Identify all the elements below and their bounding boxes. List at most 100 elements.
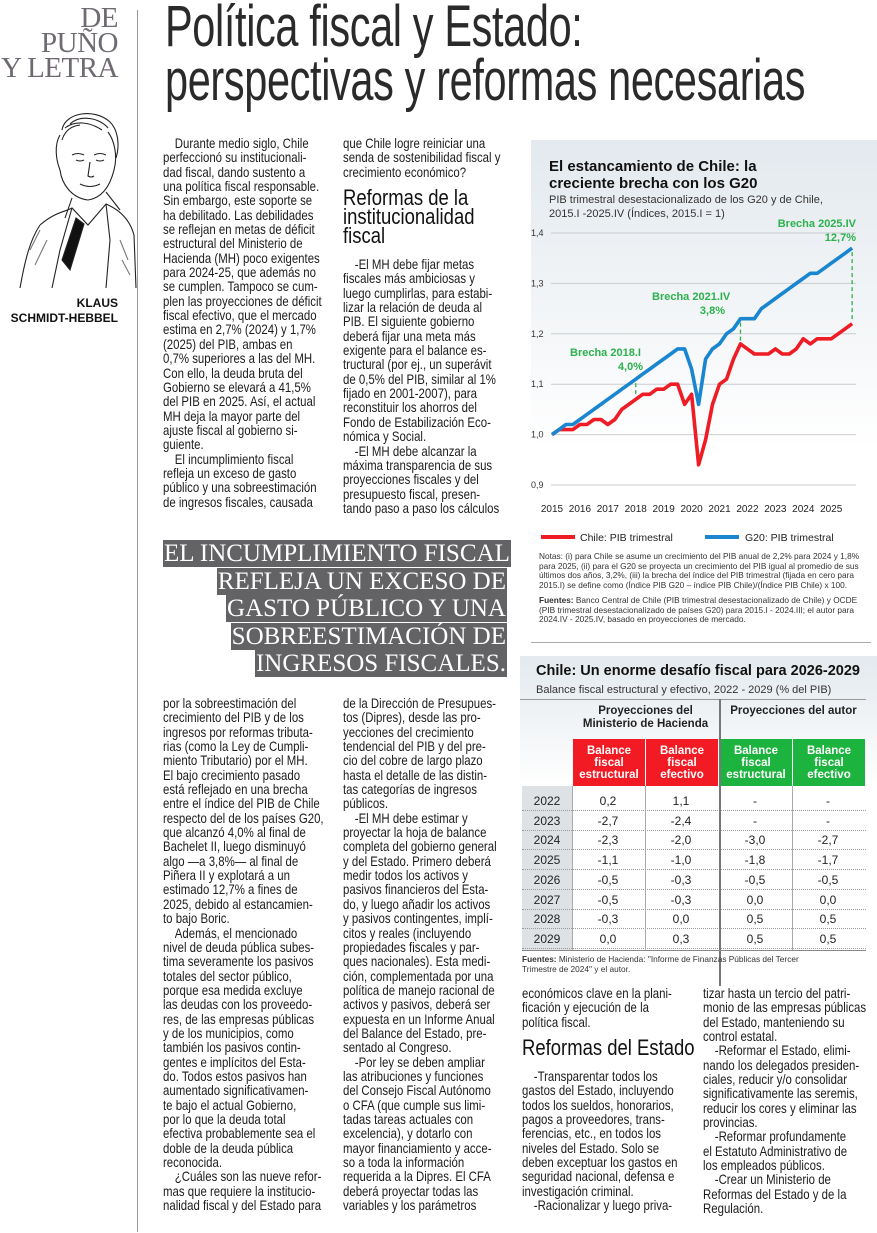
table-row: 2022 0,2 1,1 - -: [522, 792, 866, 811]
text-line: cio del cobre de largo plazo: [343, 753, 483, 769]
table-cell: -: [753, 794, 757, 808]
text-line: yecciones del crecimiento: [343, 724, 474, 740]
text-line: ajuste fiscal al gobierno si-: [163, 422, 298, 438]
text-line: Reformas del Estado y de la: [703, 1186, 847, 1202]
author-portrait-sketch: [19, 113, 137, 289]
table-row: 2027 -0,5 -0,3 0,0 0,0: [522, 891, 866, 910]
y-tick-label: 0,9: [531, 480, 544, 490]
table-cell: -0,5: [597, 872, 619, 887]
table-row: 2023 -2,7 -2,4 - -: [522, 812, 866, 831]
table-cell: -0,3: [670, 872, 692, 887]
row-year: 2025: [533, 853, 561, 868]
sources-label: Fuentes:: [522, 954, 557, 964]
paragraph: que Chile logre reiniciar una senda de so…: [343, 136, 500, 180]
section-title: DE PUÑO Y LETRA: [0, 2, 119, 83]
text-line: -Por ley se deben ampliar: [354, 1054, 485, 1070]
text-line: fiscal efectivo, que el mercado: [163, 308, 317, 324]
row-year: 2029: [533, 931, 561, 946]
paragraph: -El MH debe fijar metas fiscales más ambi…: [343, 257, 500, 444]
chart-sources: Fuentes: Banco Central de Chile (PIB tri…: [539, 595, 873, 625]
text-line: pagos a proveedores, trans-: [522, 1112, 665, 1128]
text-line: crecimiento económico?: [343, 164, 467, 180]
legend-label: Chile: PIB trimestral: [580, 532, 673, 544]
cell-divider: [792, 786, 793, 951]
text-line: ferencias, etc., en todos los: [522, 1126, 662, 1142]
text-line: guiente.: [163, 437, 204, 453]
text-line: -El MH debe estimar y: [354, 810, 468, 826]
column-header-line: efectivo: [807, 769, 851, 781]
text-line: de ingresos fiscales, causada: [163, 494, 313, 510]
text-line: que alcanzó 4,0% al final de: [163, 825, 306, 841]
text-line: del Estado, manteniendo su: [703, 1014, 845, 1030]
article-column: económicos clave en la plani-ficación y …: [522, 986, 695, 1213]
divider: [522, 950, 866, 951]
text-line: do. Todos estos pasivos han: [163, 1068, 307, 1084]
paragraph: Además, el mencionado nivel de deuda públ…: [163, 926, 324, 1171]
heading-line: Reformas de la: [343, 185, 469, 211]
table-cell: -1,8: [744, 853, 766, 868]
text-line: o CFA (que cumple sus limi-: [343, 1097, 486, 1113]
column-header-line: fiscal: [667, 757, 697, 769]
text-line: (2025) del PIB, ambas en: [163, 336, 293, 352]
text-line: excelencia), y dotarlo con: [343, 1126, 473, 1142]
chart-notes: Notas: (i) para Chile se asume un crecim…: [539, 551, 860, 590]
column-header: Balance fiscal efectivo: [646, 739, 718, 786]
row-year: 2024: [533, 833, 561, 848]
text-line: de la Dirección de Presupues-: [343, 696, 496, 711]
column-header-line: estructural: [579, 769, 639, 781]
text-line: citos y reales (incluyendo: [343, 925, 472, 941]
text-line: 0,7% superiores a las del MH.: [163, 351, 316, 367]
y-tick-label: 1,1: [531, 379, 544, 389]
text-line: aumentado significativamen-: [163, 1083, 309, 1099]
text-line: deberá fijar una meta más: [343, 328, 476, 344]
row-year: 2026: [533, 872, 561, 887]
table-cell: -2,7: [817, 833, 839, 848]
text-line: público y una sobreestimación: [163, 480, 317, 496]
paragraph: -El MH debe alcanzar la máxima transparen…: [343, 444, 500, 517]
text-line: dad fiscal, dando sustento a: [163, 164, 306, 180]
chart-subtitle-line: 2015.I -2025.IV (Índices, 2015.I = 1): [549, 208, 725, 220]
column-header-line: fiscal: [814, 757, 844, 769]
text-line: niveles del Estado. Solo se: [522, 1140, 660, 1156]
x-tick-label: 2017: [597, 504, 620, 515]
table-row: 2028 -0,3 0,0 0,5 0,5: [522, 910, 866, 930]
text-line: tos (Dipres), desde las pro-: [343, 710, 481, 726]
text-line: tas categorías de ingresos: [343, 782, 477, 798]
pull-quote: EL INCUMPLIMIENTO FISCAL REFLEJA UN EXCE…: [163, 540, 511, 678]
annotation-label: Brecha 2021.IV: [652, 291, 731, 303]
column-group-header: Proyecciones del autor: [721, 705, 866, 718]
text-line: y de los municipios, como: [163, 1025, 294, 1041]
text-line: las atribuciones y funciones: [343, 1068, 484, 1084]
heading-line: institucionalidad: [343, 204, 475, 230]
table-cell: -3,0: [744, 833, 766, 848]
text-line: propiedades fiscales y par-: [343, 939, 480, 955]
author-last-name: SCHMIDT-HEBBEL: [10, 311, 118, 325]
text-line: variables y los parámetros: [343, 1198, 477, 1214]
text-line: y pasivos contingentes, implí-: [343, 911, 493, 927]
sources-text: Ministerio de Hacienda: "Informe de Fina…: [522, 954, 799, 974]
table-cell: 0,5: [819, 912, 837, 927]
text-line: se cumplen. Tampoco se cum-: [163, 279, 318, 295]
author-first-name: KLAUS: [76, 296, 118, 310]
row-year: 2023: [533, 813, 561, 828]
paragraph: tizar hasta un tercio del patri-monio de…: [703, 986, 866, 1044]
text-line: las deudas con los proveedo-: [163, 997, 313, 1013]
text-line: algo —a 3,8%— al final de: [163, 853, 299, 869]
y-tick-label: 1,0: [531, 430, 544, 440]
row-year: 2027: [533, 892, 561, 907]
text-line: completa del gobierno general: [343, 839, 497, 855]
table-cell: -0,3: [670, 892, 692, 907]
text-line: investigación criminal.: [522, 1183, 634, 1199]
row-year: 2022: [533, 794, 561, 808]
text-line: máxima transparencia de sus: [343, 457, 493, 473]
x-tick-label: 2025: [820, 504, 843, 515]
table-cell: 1,1: [672, 794, 690, 808]
text-line: ¿Cuáles son las nueve refor-: [174, 1169, 322, 1185]
pull-quote-line: GASTO PÚBLICO Y UNA: [226, 595, 507, 622]
text-line: so a toda la información: [343, 1155, 465, 1170]
text-line: ciales, reducir y/o consolidar: [703, 1072, 848, 1088]
section-title-line: DE: [80, 2, 118, 34]
text-line: te bajo el actual Gobierno,: [163, 1097, 297, 1113]
x-tick-label: 2016: [569, 504, 592, 515]
text-line: tadas tareas actuales con: [343, 1111, 474, 1127]
